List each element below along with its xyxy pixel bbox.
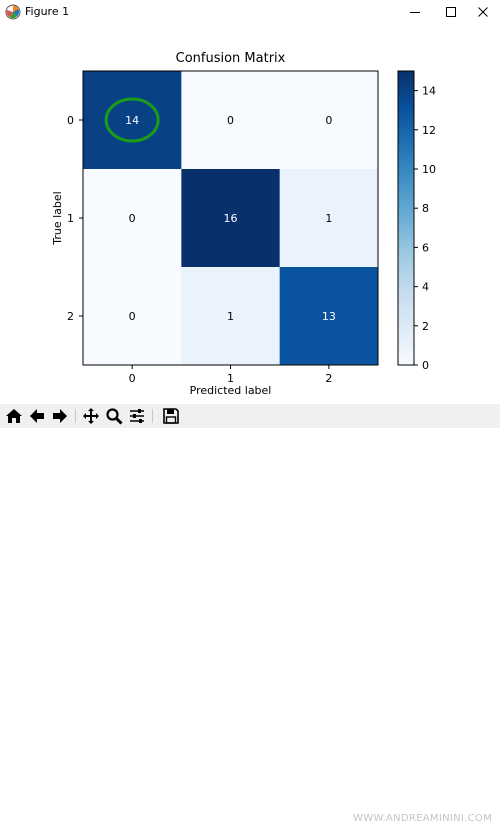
toolbar-separator [75,409,76,423]
colorbar-tick-label: 14 [422,85,436,98]
save-icon[interactable] [161,406,181,426]
matrix-cell [279,169,379,268]
y-tick-label: 0 [67,114,74,127]
matrix-cell [279,267,379,366]
home-icon[interactable] [4,406,24,426]
cell-value-label: 0 [129,310,136,323]
configure-subplots-icon[interactable] [127,406,147,426]
pan-icon[interactable] [81,406,101,426]
zoom-icon[interactable] [104,406,124,426]
y-tick-label: 2 [67,310,74,323]
x-tick-label: 1 [227,372,234,385]
cell-value-label: 0 [129,212,136,225]
colorbar-tick-label: 0 [422,359,429,372]
matrix-cell [181,71,281,170]
colorbar [397,70,415,366]
highlight-circle [104,97,160,143]
cell-value-label: 16 [224,212,238,225]
colorbar-tick-label: 12 [422,124,436,137]
cell-value-label: 0 [325,114,332,127]
matrix-cell [279,71,379,170]
close-icon[interactable] [466,0,500,24]
x-tick-label: 0 [129,372,136,385]
colorbar-tick-label: 10 [422,163,436,176]
cell-value-label: 1 [227,310,234,323]
maximize-icon[interactable] [434,0,468,24]
matrix-cell [83,71,182,170]
navigation-toolbar: WWW.ANDREAMININI.COM [0,404,500,824]
matrix-cell [181,267,281,366]
matrix-cell [181,169,281,268]
window-title: Figure 1 [25,5,70,18]
matrix-cell [83,267,182,366]
cell-value-label: 1 [325,212,332,225]
y-axis-label: True label [51,191,64,245]
colorbar-tick-label: 6 [422,241,429,254]
x-tick-label: 2 [325,372,332,385]
cell-value-label: 14 [125,114,139,127]
toolbar-separator [152,409,153,423]
matrix-cell [83,169,182,268]
matplotlib-icon [5,4,21,20]
minimize-icon[interactable] [398,0,432,24]
window-titlebar: Figure 1 [0,0,500,24]
cell-value-label: 13 [322,310,336,323]
colorbar-tick-label: 8 [422,202,429,215]
x-axis-label: Predicted label [190,384,272,397]
forward-icon[interactable] [50,406,70,426]
watermark: WWW.ANDREAMININI.COM [353,813,492,824]
colorbar-tick-label: 4 [422,281,429,294]
back-icon[interactable] [27,406,47,426]
cell-value-label: 0 [227,114,234,127]
chart-title: Confusion Matrix [176,51,286,66]
y-tick-label: 1 [67,212,74,225]
colorbar-tick-label: 2 [422,320,429,333]
